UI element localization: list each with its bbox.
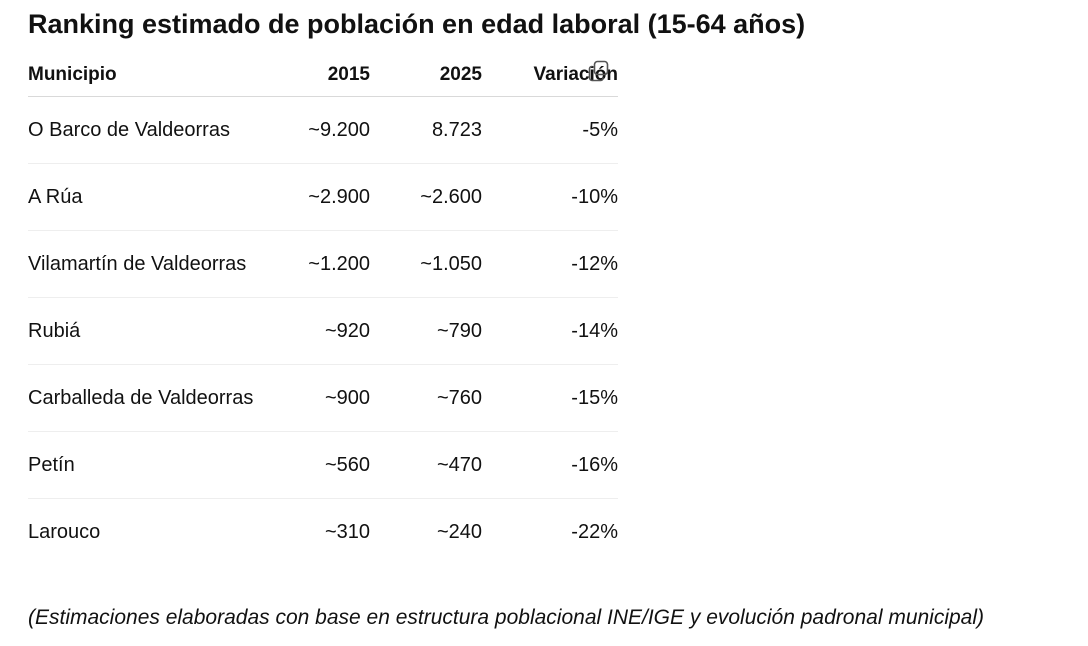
cell-municipio: Carballeda de Valdeorras: [28, 364, 296, 432]
copy-icon[interactable]: [588, 60, 610, 82]
cell-municipio: Rubiá: [28, 297, 296, 365]
cell-2025: ~470: [370, 431, 482, 499]
header-2025: 2025: [370, 54, 482, 97]
table-row: Larouco ~310 ~240 -22%: [28, 499, 618, 566]
cell-2025: ~760: [370, 364, 482, 432]
cell-2015: ~920: [296, 297, 370, 365]
cell-variacion: -14%: [482, 297, 618, 365]
cell-2025: ~240: [436, 520, 482, 543]
table-header-row: Municipio 2015 2025 Variación: [28, 54, 618, 97]
cell-2025: 8.723: [370, 96, 482, 164]
cell-2015: ~900: [296, 364, 370, 432]
cell-municipio: A Rúa: [28, 163, 296, 231]
table-row: Petín ~560 ~470 -16%: [28, 431, 618, 499]
cell-variacion: -5%: [482, 96, 618, 164]
table-row: Rubiá ~920 ~790 -14%: [28, 297, 618, 365]
cell-2025: ~790: [370, 297, 482, 365]
ranking-table-container: Municipio 2015 2025 Variación O Barco de…: [28, 54, 618, 565]
cell-variacion: -10%: [482, 163, 618, 231]
table-row: O Barco de Valdeorras ~9.200 8.723 -5%: [28, 96, 618, 164]
cell-2015: ~2.900: [296, 163, 370, 231]
cell-2015: ~1.200: [296, 230, 370, 298]
cell-variacion: -15%: [482, 364, 618, 432]
table-row: A Rúa ~2.900 ~2.600 -10%: [28, 163, 618, 231]
table-row: Carballeda de Valdeorras ~900 ~760 -15%: [28, 364, 618, 432]
cell-2015: ~9.200: [296, 96, 370, 164]
cell-variacion: -22%: [571, 520, 618, 543]
header-municipio: Municipio: [28, 54, 296, 97]
cell-2015: ~560: [296, 431, 370, 499]
cell-2025: ~2.600: [370, 163, 482, 231]
cell-municipio: Petín: [28, 431, 296, 499]
page-title: Ranking estimado de población en edad la…: [28, 9, 806, 39]
ranking-table: Municipio 2015 2025 Variación O Barco de…: [28, 54, 618, 565]
cell-variacion: -12%: [482, 230, 618, 298]
cell-municipio: O Barco de Valdeorras: [28, 96, 296, 164]
cell-variacion: -16%: [482, 431, 618, 499]
header-2015: 2015: [296, 54, 370, 97]
cell-2025: ~1.050: [370, 230, 482, 298]
footnote: (Estimaciones elaboradas con base en est…: [28, 606, 985, 629]
cell-municipio: Larouco: [28, 520, 101, 543]
cell-2015: ~310: [324, 520, 370, 543]
cell-municipio: Vilamartín de Valdeorras: [28, 230, 296, 298]
table-row: Vilamartín de Valdeorras ~1.200 ~1.050 -…: [28, 230, 618, 298]
